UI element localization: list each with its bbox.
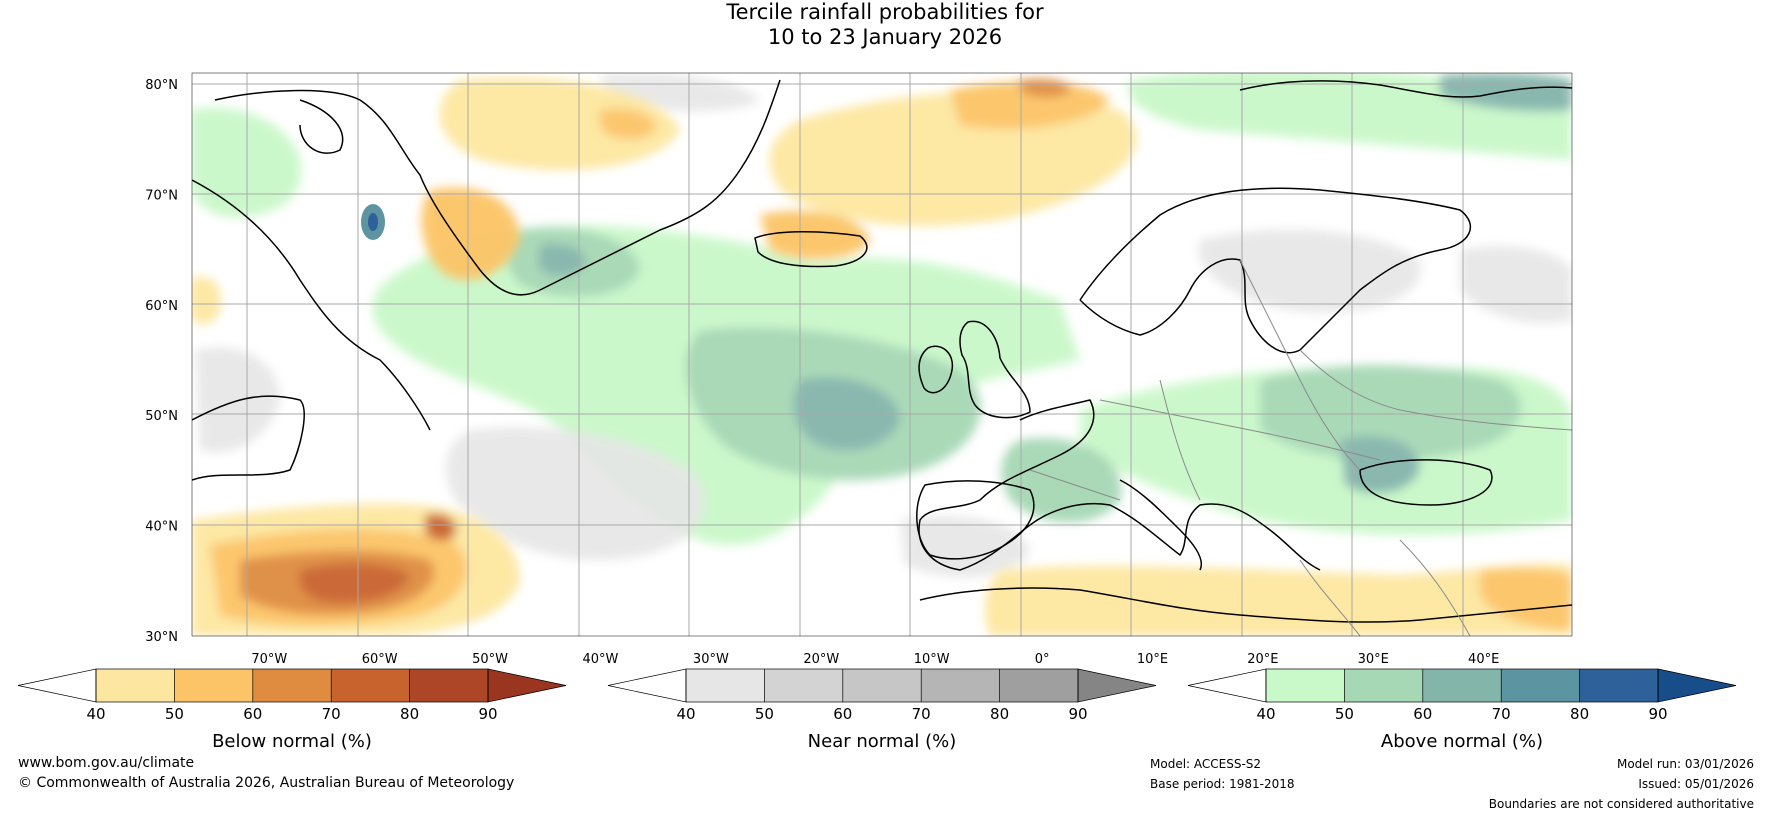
great-britain — [959, 320, 1031, 419]
ireland — [918, 345, 954, 394]
website-link[interactable]: www.bom.gov.au/climate — [18, 755, 195, 771]
black-sea — [1359, 459, 1493, 506]
issued-date: Issued: 05/01/2026 — [1638, 777, 1754, 791]
map-title: Tercile rainfall probabilities for 10 to… — [0, 0, 1770, 50]
italy — [1119, 479, 1202, 571]
iberia — [916, 480, 1035, 560]
lon-label: 20°E — [1247, 652, 1278, 667]
coastlines — [192, 79, 1572, 623]
lon-label: 10°E — [1137, 652, 1168, 667]
lon-label: 30°W — [693, 652, 729, 667]
arctic-islands — [299, 99, 344, 154]
latitude-labels: 80°N 70°N 60°N 50°N 40°N 30°N — [145, 78, 178, 645]
iceland — [754, 230, 868, 268]
lat-label: 70°N — [145, 188, 178, 203]
lon-label: 40°W — [583, 652, 619, 667]
lat-label: 60°N — [145, 299, 178, 314]
lon-label: 60°W — [362, 652, 398, 667]
country-borders — [1029, 259, 1572, 636]
graticule — [192, 73, 1572, 636]
lat-label: 40°N — [145, 520, 178, 535]
north-africa — [919, 587, 1572, 623]
lon-label: 20°W — [803, 652, 839, 667]
map-frame — [191, 72, 1573, 637]
lon-label: 40°E — [1468, 652, 1499, 667]
copyright-text: © Commonwealth of Australia 2026, Austra… — [18, 775, 515, 791]
hudson-bay — [192, 395, 305, 481]
lat-label: 80°N — [145, 78, 178, 93]
scandinavia — [1079, 187, 1472, 354]
lon-label: 30°E — [1358, 652, 1389, 667]
title-line-1: Tercile rainfall probabilities for — [726, 0, 1044, 24]
model-run: Model run: 03/01/2026 — [1616, 757, 1754, 771]
greenland-coast — [214, 79, 781, 296]
lat-label: 30°N — [145, 630, 178, 645]
blue-blob-core — [368, 213, 378, 231]
model-name: Model: ACCESS-S2 — [1150, 757, 1262, 771]
labrador-coast — [192, 179, 431, 431]
boundaries-disclaimer: Boundaries are not considered authoritat… — [1488, 797, 1754, 811]
longitude-labels: 70°W 60°W 50°W 40°W 30°W 20°W 10°W 0° 10°E 20°E 30… — [251, 652, 1499, 667]
base-period: Base period: 1981-2018 — [1150, 777, 1295, 791]
svalbard-coast — [1239, 80, 1572, 98]
title-line-2: 10 to 23 January 2026 — [767, 25, 1003, 49]
lon-label: 70°W — [251, 652, 287, 667]
lon-label: 0° — [1035, 652, 1050, 667]
lat-label: 50°N — [145, 409, 178, 424]
lon-label: 10°W — [914, 652, 950, 667]
lon-label: 50°W — [472, 652, 508, 667]
